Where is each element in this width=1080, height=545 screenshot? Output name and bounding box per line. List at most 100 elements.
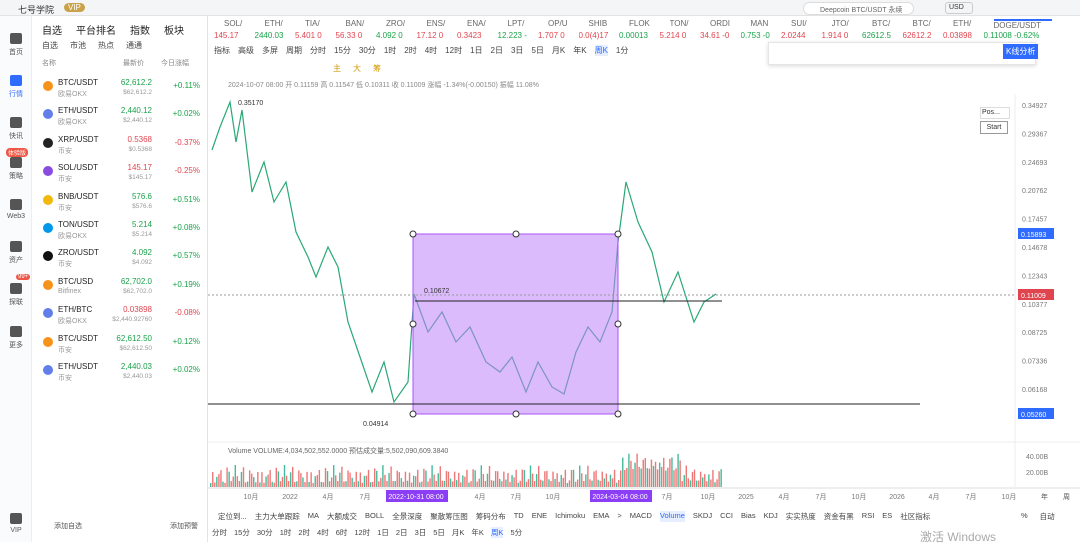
watch-tab[interactable]: 指数 xyxy=(130,26,150,37)
ticker-name[interactable]: JTO/ xyxy=(831,19,849,28)
currency-select[interactable]: USD xyxy=(945,2,973,14)
nav-icon[interactable] xyxy=(10,241,22,252)
watch-tab[interactable]: 自选 xyxy=(42,26,62,37)
ticker-name[interactable]: TON/ xyxy=(669,19,689,28)
toolbar-item[interactable]: 2时 xyxy=(404,46,417,55)
indicator-right[interactable]: 自动 xyxy=(1039,512,1055,521)
period[interactable]: 6时 xyxy=(335,528,348,537)
watch-footer[interactable]: 添加自选 xyxy=(54,523,82,530)
toolbar-item[interactable]: 年K xyxy=(573,46,587,55)
nav-icon[interactable] xyxy=(10,33,22,44)
toolbar-item[interactable]: 15分 xyxy=(334,46,351,55)
symbol[interactable]: BTC/USDT xyxy=(58,78,98,87)
indicator[interactable]: KDJ xyxy=(763,511,778,520)
draw-tool[interactable]: 主 xyxy=(333,64,341,73)
nav-label[interactable]: 行情 xyxy=(9,91,23,98)
symbol[interactable]: BTC/USDT xyxy=(58,333,98,343)
toolbar-item[interactable]: 1日 xyxy=(470,46,483,55)
search-box[interactable]: Deepcoin BTC/USDT 永续 xyxy=(803,2,914,15)
indicator[interactable]: 社区指标 xyxy=(900,512,931,521)
ticker-name[interactable]: ENA/ xyxy=(467,19,486,28)
period[interactable]: 4时 xyxy=(317,528,329,537)
ticker-name[interactable]: BTC/ xyxy=(912,19,931,28)
indicator[interactable]: MACD xyxy=(629,511,652,520)
toolbar-item[interactable]: 多屏 xyxy=(262,46,278,55)
period[interactable]: 15分 xyxy=(234,528,250,537)
symbol[interactable]: ZRO/USDT xyxy=(58,248,99,258)
indicator[interactable]: Volume xyxy=(659,511,685,522)
popup-start[interactable]: Start xyxy=(980,121,1008,134)
indicator[interactable]: > xyxy=(617,511,622,520)
indicator[interactable]: MA xyxy=(307,511,320,520)
symbol[interactable]: TON/USDT xyxy=(58,220,99,229)
period[interactable]: 5日 xyxy=(433,528,445,537)
nav-icon[interactable] xyxy=(10,157,22,168)
ticker-name[interactable]: ETH/ xyxy=(264,19,283,28)
indicator[interactable]: EMA xyxy=(593,511,610,520)
nav-label[interactable]: 快讯 xyxy=(9,133,23,140)
period[interactable]: 30分 xyxy=(256,528,273,537)
nav-icon[interactable] xyxy=(10,199,22,210)
toolbar-item[interactable]: 1分 xyxy=(615,46,629,55)
kline-button[interactable]: K线分析 xyxy=(1003,44,1039,59)
symbol[interactable]: ETH/USDT xyxy=(58,106,98,116)
period[interactable]: 年K xyxy=(471,528,484,537)
toolbar-item[interactable]: 高级 xyxy=(238,46,254,55)
nav-label[interactable]: 首页 xyxy=(9,49,23,56)
indicator[interactable]: Bias xyxy=(741,511,756,520)
ticker-name[interactable]: SUI/ xyxy=(791,19,807,28)
indicator[interactable]: 全景深度 xyxy=(392,512,423,521)
toolbar-item[interactable]: 30分 xyxy=(358,46,376,55)
nav-label[interactable]: Web3 xyxy=(6,213,26,220)
nav-icon[interactable] xyxy=(10,283,22,294)
period[interactable]: 1时 xyxy=(279,528,292,537)
nav-label[interactable]: 策略 xyxy=(9,173,23,180)
toolbar-item[interactable]: 分时 xyxy=(310,46,326,55)
symbol[interactable]: XRP/USDT xyxy=(58,134,99,144)
draw-tool[interactable]: 筹 xyxy=(373,64,381,73)
indicator[interactable]: ENE xyxy=(531,511,548,520)
toolbar-item[interactable]: 3日 xyxy=(510,46,524,55)
draw-tool[interactable]: 大 xyxy=(353,64,361,73)
indicator[interactable]: RSI xyxy=(861,511,875,520)
ticker-name[interactable]: FLOK xyxy=(629,19,650,28)
toolbar-item[interactable]: 月K xyxy=(551,46,566,55)
symbol[interactable]: BNB/USDT xyxy=(58,191,99,201)
nav-icon[interactable] xyxy=(10,326,22,337)
nav-label[interactable]: 探联 xyxy=(9,299,23,306)
nav-icon[interactable] xyxy=(10,513,22,524)
period[interactable]: 2时 xyxy=(298,528,311,537)
nav-label[interactable]: 资产 xyxy=(9,257,23,264)
ticker-name[interactable]: ENS/ xyxy=(426,19,446,28)
period[interactable]: 周K xyxy=(490,527,504,538)
toolbar-item[interactable]: 周期 xyxy=(286,46,302,55)
ticker-name[interactable]: BTC/ xyxy=(872,19,891,28)
period[interactable]: 1日 xyxy=(377,528,389,537)
indicator[interactable]: SKDJ xyxy=(692,511,713,520)
nav-icon[interactable] xyxy=(10,117,22,128)
watch-subtab[interactable]: 热点 xyxy=(98,41,114,50)
period[interactable]: 月K xyxy=(451,528,465,537)
toolbar-item[interactable]: 周K xyxy=(594,45,608,56)
indicator[interactable]: ES xyxy=(882,511,893,520)
period[interactable]: 分时 xyxy=(212,528,227,537)
indicator[interactable]: Ichimoku xyxy=(555,511,586,520)
toolbar-item[interactable]: 5日 xyxy=(531,46,544,55)
watch-subtab[interactable]: 自选 xyxy=(42,41,58,50)
indicator[interactable]: 实实热度 xyxy=(785,512,816,521)
indicator[interactable]: 筹码分布 xyxy=(475,512,506,521)
ticker-name[interactable]: SHIB xyxy=(588,19,608,28)
watch-tab[interactable]: 板块 xyxy=(164,26,184,37)
toolbar-item[interactable]: 4时 xyxy=(424,46,438,55)
ticker-name[interactable]: ORDI xyxy=(710,19,730,28)
indicator[interactable]: 资金有黑 xyxy=(823,512,854,521)
toolbar-item[interactable]: 指标 xyxy=(214,46,230,55)
nav-label[interactable]: VIP xyxy=(10,527,22,534)
ticker-name[interactable]: SOL/ xyxy=(224,19,243,28)
indicator[interactable]: CCI xyxy=(720,511,734,520)
ticker-name[interactable]: BAN/ xyxy=(345,19,365,28)
indicator-right[interactable]: % xyxy=(1021,511,1028,520)
indicator[interactable]: BOLL xyxy=(365,511,385,520)
watch-tab[interactable]: 平台排名 xyxy=(76,26,116,37)
nav-icon[interactable] xyxy=(10,75,22,86)
